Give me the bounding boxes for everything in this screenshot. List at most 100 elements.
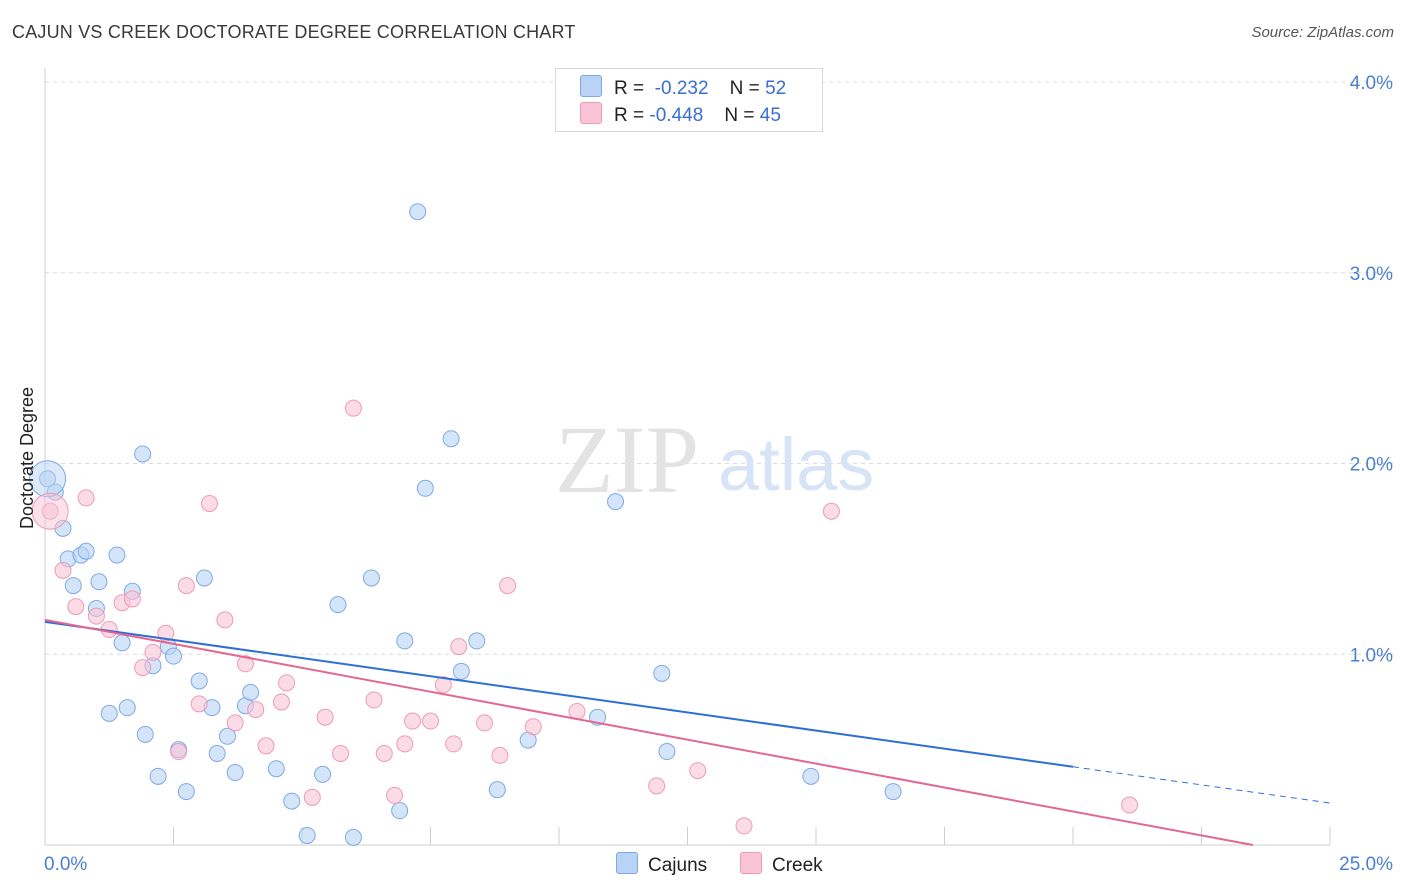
- chart-title: CAJUN VS CREEK DOCTORATE DEGREE CORRELAT…: [12, 22, 576, 42]
- creek-point: [190, 695, 208, 713]
- x-tick-labels: 0.0% 25.0%: [44, 854, 1393, 875]
- cajuns-point: [442, 430, 460, 448]
- creek-point: [434, 676, 452, 694]
- creek-legend-swatch: [740, 852, 762, 874]
- correlation-legend: R = -0.232 N = 52 R = -0.448 N = 45: [555, 68, 823, 132]
- data-points: [29, 203, 1139, 846]
- cajuns-point: [314, 765, 332, 783]
- creek-point: [157, 624, 175, 642]
- cajuns-point: [267, 760, 285, 778]
- creek-point: [344, 399, 362, 417]
- cajuns-point: [118, 699, 136, 717]
- creek-point: [247, 701, 265, 719]
- cajuns-point: [195, 569, 213, 587]
- cajuns-point: [362, 569, 380, 587]
- r-label: R =: [614, 78, 645, 99]
- creek-point: [144, 643, 162, 661]
- cajuns-point: [653, 664, 671, 682]
- n-label: N =: [724, 105, 755, 126]
- cajuns-point: [283, 792, 301, 810]
- creek-legend-label: Creek: [772, 855, 823, 876]
- cajuns-point: [134, 445, 152, 463]
- x-tick-label: 25.0%: [1339, 854, 1393, 875]
- creek-point: [524, 718, 542, 736]
- creek-point: [54, 561, 72, 579]
- creek-point-large: [31, 492, 69, 530]
- legend-row-creek: R = -0.448 N = 45: [580, 102, 781, 128]
- grid-lines: [45, 81, 1395, 655]
- creek-point: [396, 735, 414, 753]
- cajuns-point: [165, 647, 182, 665]
- creek-point: [422, 712, 439, 730]
- cajuns-point: [113, 634, 131, 652]
- cajuns-point: [298, 826, 316, 844]
- creek-trend-line: [44, 618, 1254, 846]
- legend-row-cajuns: R = -0.232 N = 52: [580, 75, 786, 101]
- y-tick-label: 1.0%: [1350, 645, 1393, 666]
- creek-point: [216, 611, 234, 629]
- creek-point: [386, 786, 404, 804]
- creek-point: [450, 638, 468, 656]
- cajuns-point: [108, 546, 126, 564]
- creek-point: [445, 735, 463, 753]
- watermark-atlas: atlas: [718, 423, 874, 506]
- cajuns-point: [64, 577, 82, 595]
- cajuns-point: [90, 573, 108, 591]
- cajuns-point: [409, 203, 427, 221]
- n-label: N =: [729, 78, 760, 99]
- creek-point: [272, 693, 290, 711]
- cajuns-point: [177, 783, 195, 801]
- cajuns-swatch: [580, 75, 602, 97]
- creek-point: [200, 495, 218, 513]
- cajuns-point: [344, 828, 362, 846]
- creek-point: [134, 659, 152, 677]
- axes: [44, 68, 1331, 846]
- creek-point: [689, 762, 707, 780]
- creek-r-value: -0.448: [649, 105, 704, 126]
- creek-point: [491, 746, 509, 764]
- cajuns-point: [226, 764, 244, 782]
- creek-point: [499, 577, 517, 595]
- cajuns-legend-label: Cajuns: [648, 855, 708, 876]
- legend-item-creek: Creek: [740, 852, 823, 877]
- cajuns-point: [468, 632, 486, 650]
- watermark-zip: ZIP: [555, 406, 699, 513]
- y-axis-label: Doctorate Degree: [17, 387, 37, 529]
- creek-point: [475, 714, 493, 732]
- cajuns-trend-line: [44, 620, 1074, 768]
- y-tick-labels: 1.0% 2.0% 3.0% 4.0%: [1350, 73, 1393, 666]
- cajuns-point: [396, 632, 414, 650]
- cajuns-point: [242, 683, 260, 701]
- creek-point: [67, 598, 85, 616]
- cajuns-point: [488, 781, 506, 799]
- creek-point: [177, 577, 195, 595]
- cajuns-point: [607, 493, 625, 511]
- creek-n-value: 45: [759, 105, 781, 126]
- creek-point: [278, 674, 296, 692]
- creek-point: [226, 714, 244, 732]
- cajuns-point: [329, 596, 347, 614]
- cajuns-point: [884, 783, 902, 801]
- cajuns-point: [136, 725, 154, 743]
- creek-point: [170, 743, 188, 761]
- cajuns-point: [802, 767, 820, 785]
- creek-point: [257, 737, 275, 755]
- cajuns-point: [218, 727, 236, 745]
- creek-point: [87, 607, 105, 625]
- source-credit: Source: ZipAtlas.com: [1251, 24, 1394, 41]
- creek-point: [123, 590, 141, 608]
- creek-point: [822, 502, 840, 520]
- cajuns-r-value: -0.232: [654, 78, 709, 99]
- cajuns-point: [658, 743, 676, 761]
- cajuns-point: [391, 802, 409, 820]
- legend-item-cajuns: Cajuns: [616, 852, 707, 877]
- creek-point: [648, 777, 666, 795]
- creek-point: [735, 817, 753, 835]
- cajuns-point: [149, 767, 167, 785]
- creek-point: [316, 708, 334, 726]
- cajuns-trend-extension: [1072, 766, 1331, 804]
- trend-lines: [44, 618, 1331, 846]
- cajuns-point: [208, 744, 226, 762]
- cajuns-legend-swatch: [616, 852, 638, 874]
